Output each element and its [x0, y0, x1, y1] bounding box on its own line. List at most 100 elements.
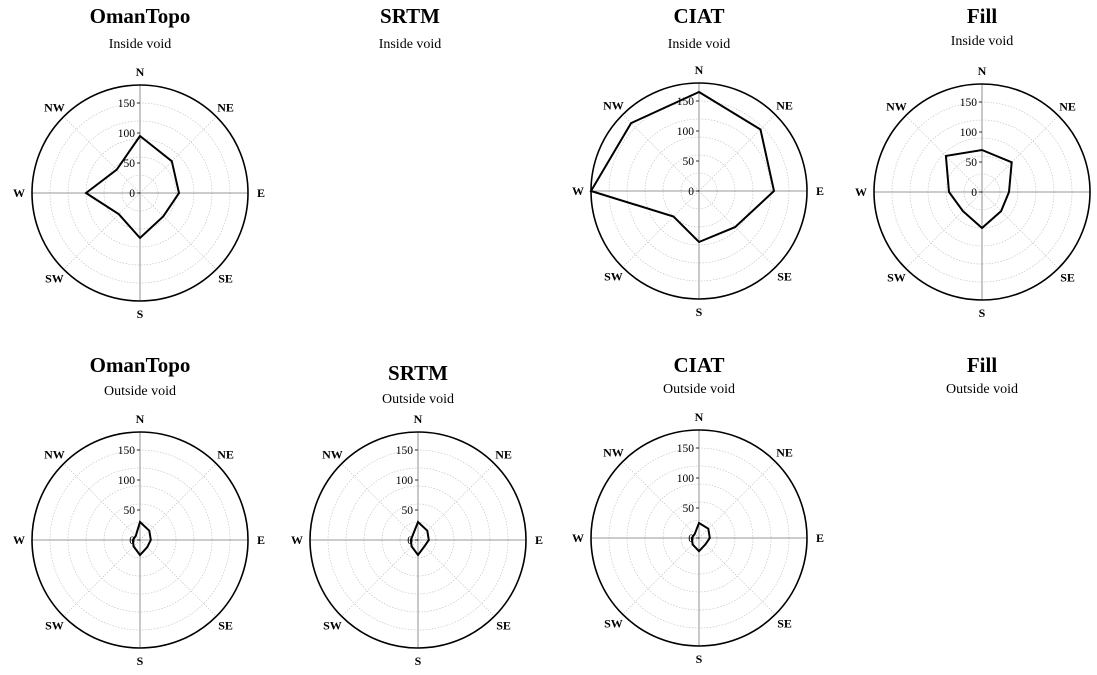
- direction-label-sw: SW: [887, 271, 906, 285]
- direction-label-sw: SW: [604, 617, 623, 631]
- grid-spoke: [698, 114, 776, 192]
- direction-label-sw: SW: [323, 619, 342, 633]
- direction-label-e: E: [535, 533, 543, 547]
- grid-spoke: [981, 191, 1059, 269]
- grid-spoke: [698, 537, 776, 615]
- direction-label-s: S: [696, 305, 703, 319]
- direction-label-se: SE: [218, 619, 233, 633]
- outer-ring: [590, 429, 808, 647]
- direction-label-sw: SW: [45, 272, 64, 286]
- radial-tick-label: 50: [683, 503, 695, 515]
- outer-ring: [309, 431, 527, 649]
- outer-ring: [31, 84, 249, 302]
- radial-tick-label: 50: [124, 505, 136, 517]
- grid-spoke: [698, 461, 776, 539]
- series-polygon: [944, 148, 1013, 230]
- radial-tick-label: 100: [118, 475, 136, 487]
- grid-spoke: [341, 463, 419, 541]
- direction-label-ne: NE: [776, 98, 793, 112]
- direction-label-n: N: [978, 64, 987, 78]
- direction-label-se: SE: [218, 272, 233, 286]
- radial-tick-label: 50: [402, 505, 414, 517]
- radial-tick-label: 100: [677, 126, 695, 138]
- direction-label-n: N: [136, 65, 145, 79]
- direction-label-sw: SW: [604, 270, 623, 284]
- radial-tick-label: 50: [683, 156, 695, 168]
- direction-label-nw: NW: [44, 447, 65, 461]
- direction-label-se: SE: [1060, 271, 1075, 285]
- direction-label-ne: NE: [495, 447, 512, 461]
- grid-spoke: [139, 463, 217, 541]
- direction-label-e: E: [257, 533, 265, 547]
- direction-label-se: SE: [777, 270, 792, 284]
- chart-subtitle: Outside void: [382, 392, 454, 407]
- direction-label-n: N: [414, 412, 423, 426]
- direction-label-n: N: [695, 63, 704, 77]
- chart-subtitle: Inside void: [108, 37, 172, 52]
- chart-subtitle: Inside void: [667, 37, 731, 52]
- radial-tick-label: 50: [124, 158, 136, 170]
- direction-label-se: SE: [496, 619, 511, 633]
- direction-label-w: W: [855, 185, 867, 199]
- series-polygon: [690, 521, 711, 553]
- direction-label-e: E: [816, 531, 824, 545]
- direction-label-s: S: [137, 307, 144, 321]
- radial-tick-label: 150: [677, 96, 695, 108]
- chart-title: Fill: [966, 353, 998, 377]
- radial-tick-label: 150: [118, 445, 136, 457]
- direction-label-nw: NW: [886, 99, 907, 113]
- grid-spoke: [417, 539, 495, 617]
- direction-label-s: S: [696, 652, 703, 666]
- direction-label-w: W: [572, 531, 584, 545]
- chart-title: SRTM: [388, 361, 448, 385]
- grid-spoke: [341, 539, 419, 617]
- radial-tick-label: 150: [118, 98, 136, 110]
- grid-spoke: [139, 192, 217, 270]
- grid-spoke: [417, 463, 495, 541]
- grid-spoke: [63, 539, 141, 617]
- chart-title: Fill: [966, 4, 998, 28]
- direction-label-w: W: [13, 533, 25, 547]
- direction-label-nw: NW: [322, 447, 343, 461]
- direction-label-nw: NW: [44, 100, 65, 114]
- direction-label-ne: NE: [1059, 99, 1076, 113]
- direction-label-ne: NE: [217, 447, 234, 461]
- radial-tick-label: 100: [677, 473, 695, 485]
- radial-tick-label: 150: [677, 443, 695, 455]
- outer-ring: [873, 83, 1091, 301]
- chart-subtitle: Inside void: [378, 37, 442, 52]
- direction-label-s: S: [137, 654, 144, 668]
- chart-title: OmanTopo: [89, 4, 191, 28]
- grid-spoke: [698, 190, 776, 268]
- direction-label-nw: NW: [603, 98, 624, 112]
- direction-label-n: N: [136, 412, 145, 426]
- direction-label-s: S: [415, 654, 422, 668]
- chart-title: OmanTopo: [89, 353, 191, 377]
- chart-title: SRTM: [380, 4, 440, 28]
- chart-subtitle: Inside void: [950, 34, 1014, 49]
- series-polygon: [84, 134, 181, 240]
- direction-label-se: SE: [777, 617, 792, 631]
- radial-tick-label: 50: [966, 157, 978, 169]
- radial-tick-label: 100: [960, 127, 978, 139]
- outer-ring: [31, 431, 249, 649]
- chart-title: CIAT: [673, 4, 725, 28]
- grid-spoke: [905, 191, 983, 269]
- direction-label-w: W: [291, 533, 303, 547]
- radial-tick-label: 150: [396, 445, 414, 457]
- radial-tick-label: 100: [118, 128, 136, 140]
- radial-tick-label: 100: [396, 475, 414, 487]
- direction-label-e: E: [816, 184, 824, 198]
- direction-label-w: W: [572, 184, 584, 198]
- chart-subtitle: Outside void: [663, 382, 735, 397]
- grid-spoke: [622, 537, 700, 615]
- direction-label-e: E: [257, 186, 265, 200]
- chart-title: CIAT: [673, 353, 725, 377]
- grid-spoke: [139, 116, 217, 194]
- series-polygon: [409, 520, 430, 557]
